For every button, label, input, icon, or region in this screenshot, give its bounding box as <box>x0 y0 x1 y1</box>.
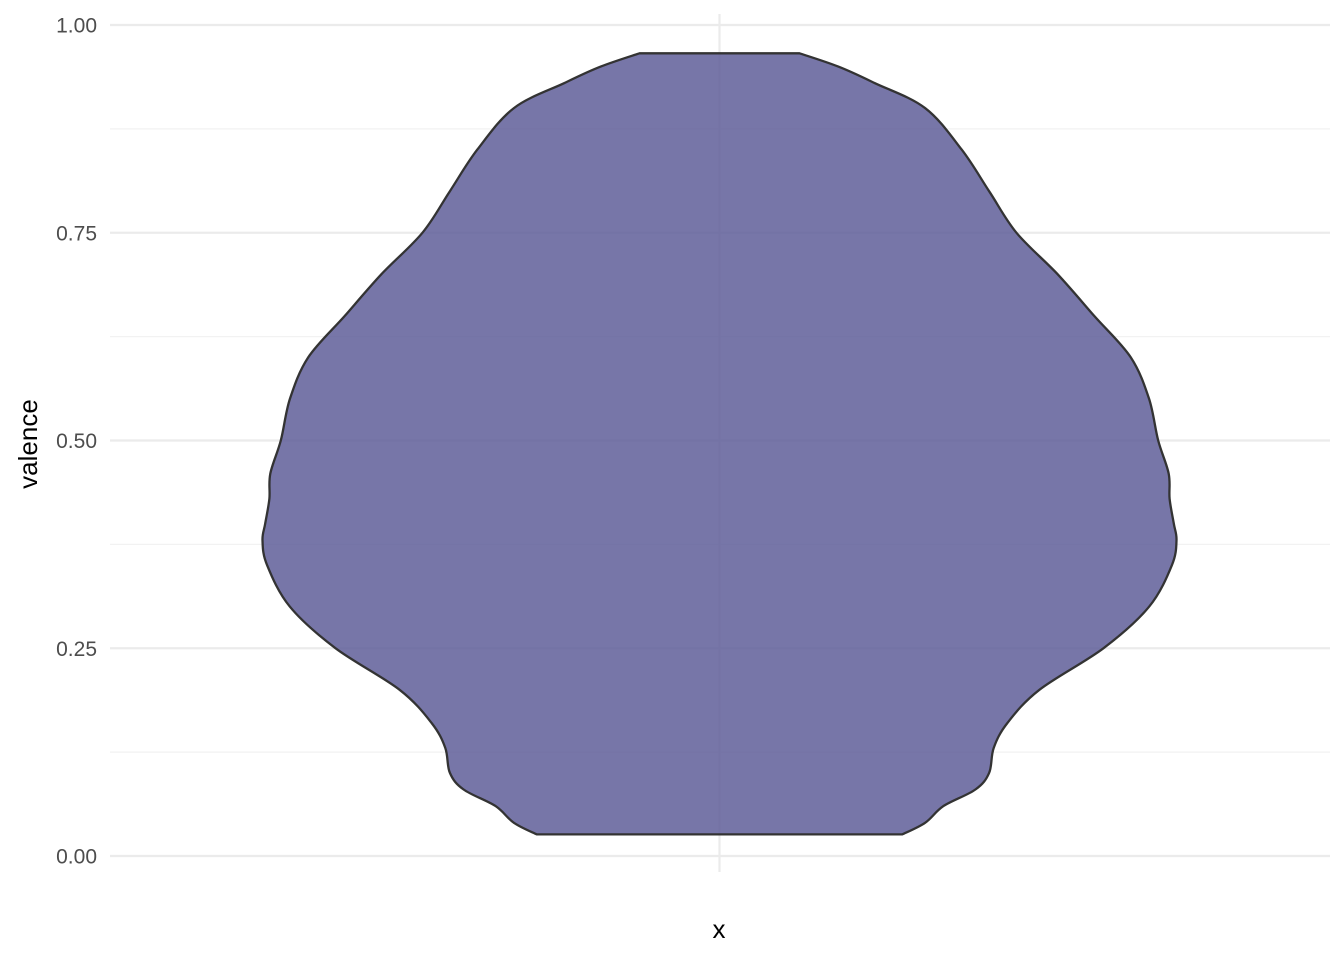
x-axis-title: x <box>713 914 726 944</box>
y-tick-label: 0.50 <box>56 430 97 453</box>
axis-layer: x valence 0.00 0.25 0.50 0.75 1.00 <box>13 15 726 945</box>
violin-shape <box>261 52 1178 836</box>
y-tick-label: 1.00 <box>56 15 97 38</box>
y-tick-label: 0.00 <box>56 846 97 869</box>
violin-layer <box>261 52 1178 836</box>
y-axis-title: valence <box>13 399 43 489</box>
y-tick-label: 0.75 <box>56 222 97 245</box>
y-tick-label: 0.25 <box>56 638 97 661</box>
